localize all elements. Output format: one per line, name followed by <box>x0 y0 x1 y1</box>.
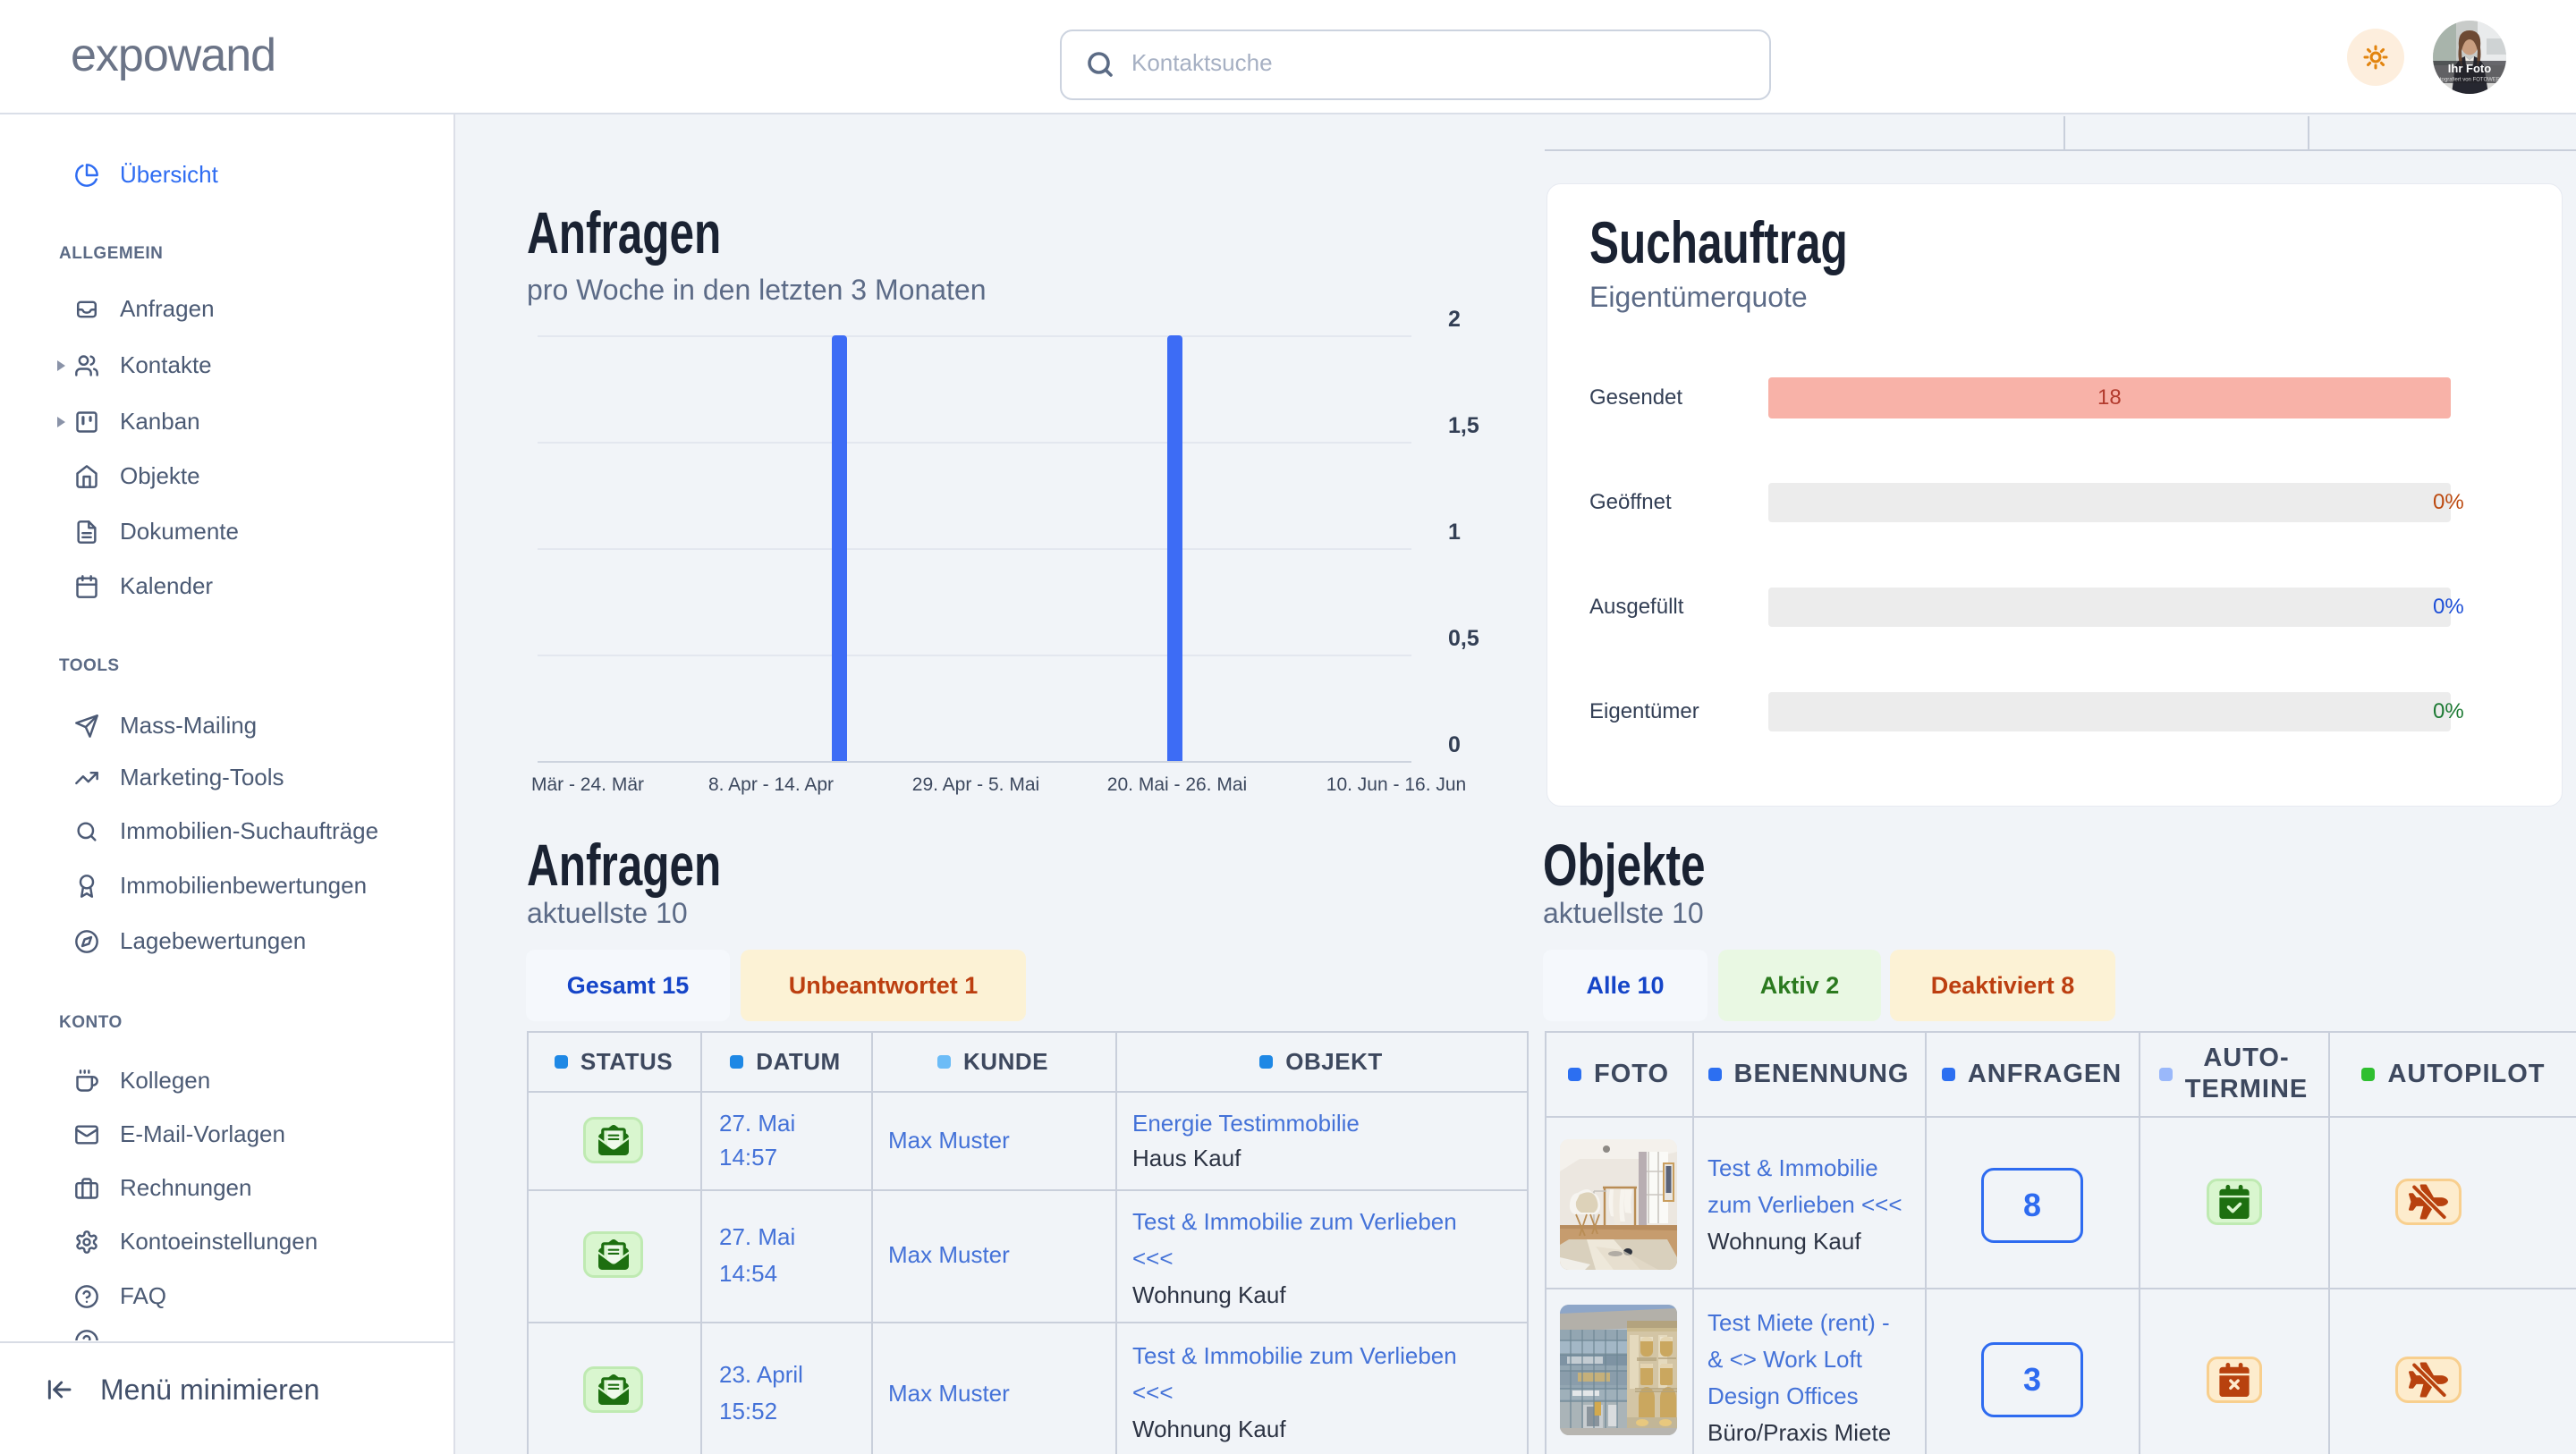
svg-text:Ihr Foto: Ihr Foto <box>2448 62 2491 75</box>
svg-text:fotografiert von FOTOWERK: fotografiert von FOTOWERK <box>2436 78 2504 83</box>
